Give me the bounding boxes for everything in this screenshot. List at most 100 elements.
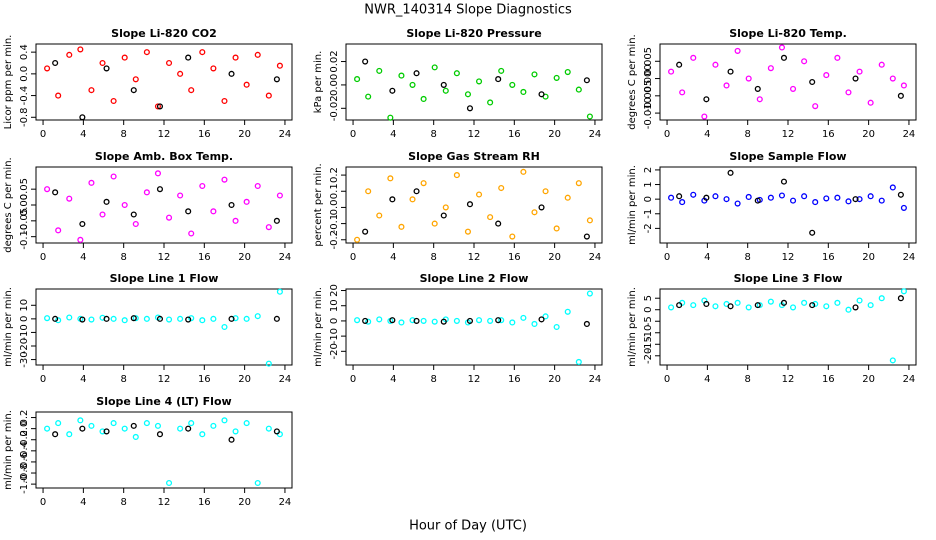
point [564,194,571,201]
point [365,93,372,100]
point [679,199,686,206]
point [52,59,59,67]
point [188,420,195,427]
y-tick-label: -30 [19,351,30,367]
point [867,302,874,309]
y-axis-label: ml/min per min. [3,410,14,490]
point [703,194,710,201]
x-tick-label: 16 [198,374,211,385]
point [132,220,139,228]
y-tick-label: -0.010 [643,97,654,129]
y-tick-label: -2 [643,223,654,233]
point [583,77,590,84]
point [564,308,571,315]
x-tick-label: 12 [468,252,481,263]
point [756,302,763,309]
x-tick-label: 4 [80,497,86,508]
point [103,315,110,322]
point [553,74,560,81]
y-tick-label: -0.005 [643,80,654,112]
point [221,323,228,331]
point [466,201,474,208]
x-tick-label: 0 [40,497,46,508]
point [734,47,741,54]
point [130,422,137,429]
point [210,315,217,322]
point [586,217,593,224]
x-tick-label: 12 [158,497,171,508]
point [453,70,460,77]
y-tick-label: 0.1 [329,183,340,199]
x-tick-label: 4 [80,374,86,385]
point [177,315,184,322]
point [520,314,527,321]
point [789,85,797,92]
plot-frame [35,288,293,366]
point [273,428,280,435]
y-tick-label: -0.4 [19,86,30,106]
point [110,315,117,322]
point [778,192,786,199]
point [103,428,110,435]
x-tick-label: 0 [664,252,670,263]
x-axis-label: Hour of Day (UTC) [409,519,527,534]
point [745,193,752,201]
point [121,54,128,61]
y-tick-label: 0.00 [329,74,340,96]
y-tick-label: -0.8 [19,108,30,128]
x-tick-label: 20 [548,129,561,140]
plot-frame [659,288,917,366]
x-tick-label: 8 [120,129,126,140]
point [199,182,206,190]
point [845,306,852,313]
point [265,360,272,367]
point [727,303,734,310]
point [440,212,447,219]
point [228,436,235,443]
point [845,89,852,96]
point [210,65,217,72]
point [723,82,730,89]
point [44,186,51,193]
point [712,303,719,310]
x-tick-label: 20 [862,252,875,263]
y-tick-label: 0.2 [329,167,340,183]
point [254,182,261,190]
point [66,195,73,202]
point [754,197,761,204]
point [852,304,859,311]
point [130,315,137,322]
y-tick-label: 0.0 [329,199,340,215]
point [531,320,538,328]
point [103,198,110,205]
point [778,44,786,51]
point [878,295,885,302]
point [542,313,549,320]
point [121,425,128,432]
point [538,204,545,211]
x-tick-label: 20 [238,497,251,508]
plot-frame [345,43,603,121]
point [154,422,162,429]
point [856,297,863,304]
point [254,313,261,320]
point [679,89,686,96]
plot-frame [659,166,917,244]
point [464,91,472,98]
y-tick-label: -10 [19,324,30,340]
point [475,191,483,198]
point [823,72,830,79]
point [398,72,405,79]
point [132,433,139,441]
x-tick-label: 20 [862,129,875,140]
point [79,425,86,432]
point [668,304,675,311]
point [409,196,416,203]
point [132,76,139,83]
point [177,70,184,77]
x-tick-label: 4 [390,129,396,140]
point [243,198,250,205]
plot-frame [35,166,293,244]
point [440,318,447,325]
y-tick-label: 0.05 [19,178,30,200]
